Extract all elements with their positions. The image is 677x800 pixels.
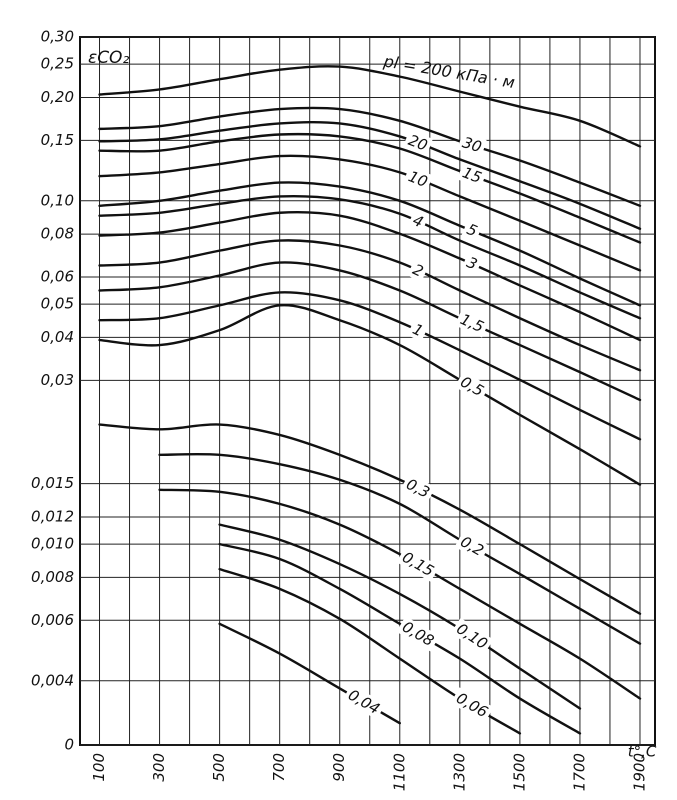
x-tick-label: 300 xyxy=(150,753,168,782)
y-tick-label: 0,04 xyxy=(41,328,74,346)
label-background xyxy=(461,252,483,275)
x-tick-label: 1900 xyxy=(630,753,648,791)
label-background xyxy=(396,616,440,652)
label-background xyxy=(450,617,494,655)
label-background xyxy=(403,129,433,156)
y-tick-label: 0,06 xyxy=(41,267,74,285)
x-tick-label: 500 xyxy=(210,753,228,782)
x-tick-label: 1500 xyxy=(510,753,528,791)
y-tick-label: 0,20 xyxy=(41,88,74,106)
plot-frame xyxy=(79,36,656,746)
curve xyxy=(98,120,642,230)
y-tick-label: 0,010 xyxy=(31,535,74,553)
label-background xyxy=(402,166,433,193)
y-tick-label: 0,25 xyxy=(41,55,74,73)
curve-label: 10 xyxy=(406,167,430,191)
y-tick-label: 0,015 xyxy=(31,474,74,492)
label-background xyxy=(407,259,429,282)
y-tick-label: 0,03 xyxy=(41,371,74,389)
y-tick-label: 0,08 xyxy=(41,225,74,243)
grid: 0,30 0,25 0,20 0,15 0,10 0,08 0,06 0,05 0,04 0,03… xyxy=(31,28,655,791)
label-background xyxy=(461,218,483,242)
curve xyxy=(98,65,642,148)
x-axis-label: t°,C xyxy=(628,743,657,761)
curve-label: pl = 200 кПа · м xyxy=(381,51,516,92)
y-tick-label: 0,012 xyxy=(31,507,74,525)
curve xyxy=(218,542,582,735)
y-tick-label: 0,004 xyxy=(31,671,74,689)
x-tick-label: 1100 xyxy=(390,753,408,791)
curve xyxy=(98,423,642,615)
curve xyxy=(158,452,642,645)
curve xyxy=(98,194,642,320)
curve xyxy=(98,291,642,441)
curve xyxy=(98,239,642,372)
y-tick-label: 0,15 xyxy=(41,131,74,149)
label-background xyxy=(407,209,429,233)
y-tick-label: 0,30 xyxy=(41,28,74,46)
y-axis-label: εCO₂ xyxy=(88,48,129,68)
curve xyxy=(98,132,642,244)
label-background xyxy=(457,162,487,188)
x-tick-label: 700 xyxy=(270,753,288,782)
curves xyxy=(98,65,642,735)
x-tick-label: 1300 xyxy=(450,753,468,791)
x-tick-label: 900 xyxy=(330,753,348,782)
label-background xyxy=(454,371,490,402)
curve-label: 15 xyxy=(460,163,484,187)
label-background xyxy=(457,132,487,158)
curve xyxy=(98,261,642,402)
curve xyxy=(218,523,582,710)
label-background xyxy=(407,318,429,342)
y-tick-label: 0 xyxy=(64,736,74,754)
curve xyxy=(98,106,642,208)
label-background xyxy=(454,308,490,338)
curve xyxy=(98,304,642,486)
x-tick-label: 100 xyxy=(90,753,108,782)
label-background xyxy=(342,684,386,720)
curve xyxy=(98,181,642,307)
curve xyxy=(98,154,642,272)
label-background xyxy=(450,687,494,723)
label-background xyxy=(400,473,436,504)
curve-label: 20 xyxy=(406,131,430,155)
x-tick-label: 1700 xyxy=(570,753,588,791)
label-background xyxy=(454,530,490,562)
label-background xyxy=(396,546,440,582)
curve xyxy=(98,211,642,342)
curve-label: 30 xyxy=(460,133,484,156)
y-tick-label: 0,05 xyxy=(41,295,74,313)
y-tick-label: 0,008 xyxy=(31,568,74,586)
y-tick-label: 0,006 xyxy=(31,611,74,629)
y-tick-label: 0,10 xyxy=(41,191,74,209)
